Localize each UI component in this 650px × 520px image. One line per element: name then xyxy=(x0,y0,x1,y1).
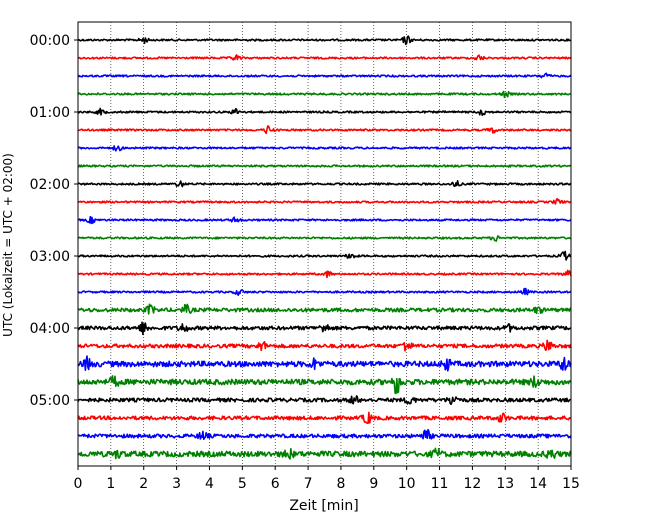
x-tick-label: 7 xyxy=(304,476,313,492)
trace-0015 xyxy=(77,54,572,61)
trace-0145 xyxy=(77,164,572,168)
x-tick-label: 11 xyxy=(431,476,449,492)
y-tick-label: 02:00 xyxy=(30,177,70,193)
x-tick-label: 4 xyxy=(205,476,214,492)
x-tick-label: 13 xyxy=(496,476,514,492)
trace-0400 xyxy=(77,321,572,336)
trace-0300 xyxy=(77,250,572,261)
trace-0200 xyxy=(77,180,572,188)
x-axis-label: Zeit [min] xyxy=(289,498,358,514)
trace-0345 xyxy=(77,303,572,315)
x-tick-label: 2 xyxy=(139,476,148,492)
x-tick-label: 9 xyxy=(369,476,378,492)
x-tick-label: 12 xyxy=(463,476,481,492)
trace-0230 xyxy=(77,215,572,225)
y-tick-label: 03:00 xyxy=(30,249,70,265)
trace-0245 xyxy=(77,235,572,242)
seismic-traces xyxy=(77,35,572,460)
trace-0530 xyxy=(77,428,572,441)
y-axis-ticks: 00:00 01:00 02:00 03:00 04:00 05:00 xyxy=(30,33,78,409)
trace-0115 xyxy=(77,125,572,135)
trace-0130 xyxy=(77,145,572,152)
trace-0415 xyxy=(77,339,572,352)
x-tick-label: 14 xyxy=(529,476,547,492)
x-tick-label: 15 xyxy=(562,476,580,492)
x-tick-label: 10 xyxy=(398,476,416,492)
x-tick-label: 8 xyxy=(336,476,345,492)
trace-0430 xyxy=(77,355,572,372)
trace-0030 xyxy=(77,72,572,79)
trace-0100 xyxy=(77,107,572,117)
plot-frame xyxy=(77,21,572,467)
trace-0000 xyxy=(77,35,572,46)
trace-0315 xyxy=(77,269,572,279)
y-axis-label: UTC (Lokalzeit = UTC + 02:00) xyxy=(1,153,15,337)
y-tick-label: 00:00 xyxy=(30,33,70,49)
vertical-grid xyxy=(110,22,539,466)
y-tick-label: 01:00 xyxy=(30,105,70,121)
trace-0445 xyxy=(77,375,572,395)
trace-0215 xyxy=(77,197,572,205)
x-tick-label: 6 xyxy=(271,476,280,492)
y-tick-label: 04:00 xyxy=(30,321,70,337)
trace-0500 xyxy=(77,395,572,406)
trace-0545 xyxy=(77,447,572,460)
x-tick-label: 0 xyxy=(74,476,83,492)
x-tick-label: 5 xyxy=(238,476,247,492)
x-axis-ticks: 0 1 2 3 4 5 6 7 8 9 10 11 12 13 14 15 xyxy=(74,466,580,492)
x-tick-label: 1 xyxy=(106,476,115,492)
x-tick-label: 3 xyxy=(172,476,181,492)
trace-0330 xyxy=(77,287,572,297)
trace-0045 xyxy=(77,90,572,99)
y-tick-label: 05:00 xyxy=(30,393,70,409)
trace-0515 xyxy=(77,411,572,425)
